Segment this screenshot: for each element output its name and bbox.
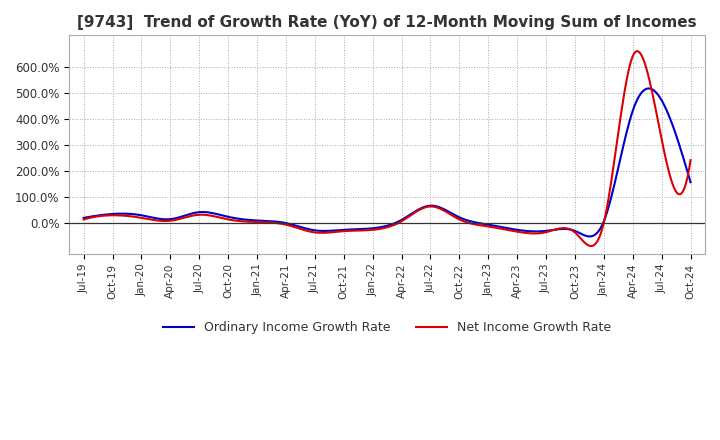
Net Income Growth Rate: [686, 158, 695, 163]
Net Income Growth Rate: [461, 219, 469, 224]
Ordinary Income Growth Rate: [320, 228, 328, 234]
Ordinary Income Growth Rate: [461, 217, 469, 222]
Line: Net Income Growth Rate: Net Income Growth Rate: [84, 51, 690, 246]
Ordinary Income Growth Rate: [153, 216, 161, 221]
Net Income Growth Rate: [633, 48, 642, 54]
Ordinary Income Growth Rate: [79, 215, 88, 220]
Net Income Growth Rate: [588, 243, 596, 249]
Net Income Growth Rate: [518, 230, 526, 235]
Ordinary Income Growth Rate: [518, 228, 526, 233]
Line: Ordinary Income Growth Rate: Ordinary Income Growth Rate: [84, 88, 690, 236]
Ordinary Income Growth Rate: [644, 86, 652, 91]
Net Income Growth Rate: [153, 218, 161, 223]
Ordinary Income Growth Rate: [586, 234, 595, 239]
Legend: Ordinary Income Growth Rate, Net Income Growth Rate: Ordinary Income Growth Rate, Net Income …: [158, 316, 616, 339]
Title: [9743]  Trend of Growth Rate (YoY) of 12-Month Moving Sum of Incomes: [9743] Trend of Growth Rate (YoY) of 12-…: [77, 15, 697, 30]
Ordinary Income Growth Rate: [521, 228, 529, 233]
Net Income Growth Rate: [521, 230, 529, 235]
Net Income Growth Rate: [320, 230, 328, 235]
Ordinary Income Growth Rate: [277, 220, 286, 225]
Net Income Growth Rate: [277, 221, 286, 226]
Ordinary Income Growth Rate: [686, 180, 695, 185]
Net Income Growth Rate: [79, 217, 88, 222]
